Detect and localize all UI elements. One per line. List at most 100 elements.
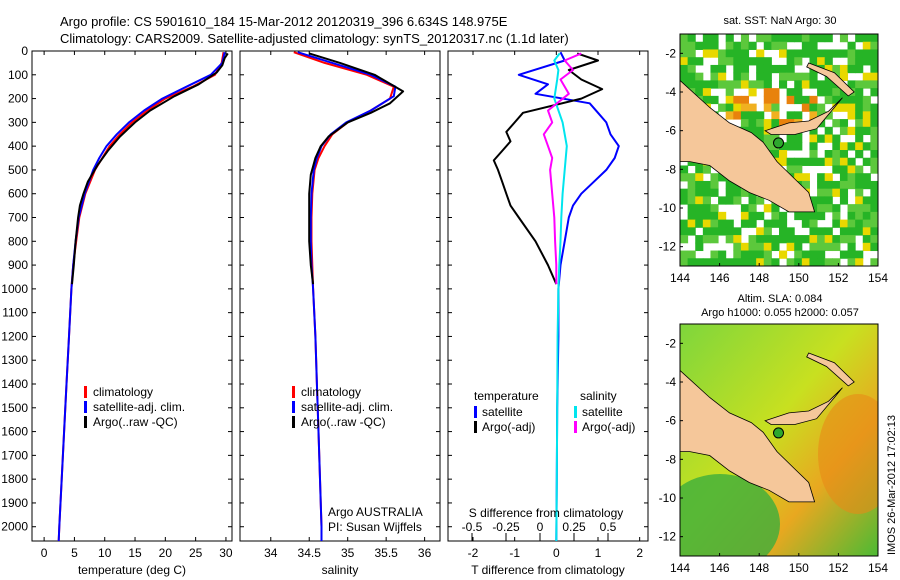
salinity-panel: 34 34.5 35 35.5 36 salinity climatologysatelli… bbox=[239, 50, 441, 577]
x-tick-label: 1 bbox=[595, 546, 602, 560]
credit-text: Argo AUSTRALIA bbox=[328, 505, 423, 519]
top-x-tick-label: 0 bbox=[537, 520, 544, 534]
legend-label: Argo(..raw -QC) bbox=[301, 415, 386, 429]
series-line-temperature-argo-adj- bbox=[492, 52, 604, 285]
plot-frame bbox=[447, 50, 649, 542]
depth-tick-label: 1400 bbox=[1, 377, 28, 391]
legend-group-header: salinity bbox=[580, 389, 617, 403]
map-y-tick-label: -8 bbox=[665, 162, 676, 176]
depth-tick-label: 300 bbox=[8, 115, 28, 129]
map-title: Argo h1000: 0.055 h2000: 0.057 bbox=[701, 307, 859, 319]
depth-tick-label: 2000 bbox=[1, 520, 28, 534]
x-axis-label: temperature (deg C) bbox=[78, 563, 186, 577]
map-x-tick-label: 154 bbox=[868, 561, 888, 575]
x-tick-label: 30 bbox=[219, 546, 233, 560]
timestamp-watermark: IMOS 26-Mar-2012 17:02:13 bbox=[886, 415, 898, 555]
map-x-tick-label: 146 bbox=[710, 561, 730, 575]
depth-tick-label: 700 bbox=[8, 211, 28, 225]
depth-tick-label: 600 bbox=[8, 187, 28, 201]
top-x-tick-label: -0.5 bbox=[462, 520, 483, 534]
map-x-tick-label: 152 bbox=[828, 561, 848, 575]
map-x-tick-label: 144 bbox=[670, 561, 690, 575]
depth-tick-label: 400 bbox=[8, 139, 28, 153]
x-tick-label: 0 bbox=[41, 546, 48, 560]
map-frame bbox=[679, 323, 879, 557]
legend-label: satellite bbox=[582, 405, 623, 419]
series-line-salinity-argo-adj- bbox=[542, 52, 582, 285]
map-y-tick-label: -12 bbox=[659, 240, 677, 254]
argo-float-marker bbox=[773, 427, 785, 439]
legend-swatch bbox=[84, 386, 87, 398]
series-line-satellite-adj-clim- bbox=[297, 51, 397, 541]
x-tick-label: 10 bbox=[98, 546, 112, 560]
x-tick-label: 20 bbox=[159, 546, 173, 560]
x-tick-label: 25 bbox=[189, 546, 203, 560]
legend-label: satellite-adj. clim. bbox=[301, 400, 393, 414]
x-axis-label: salinity bbox=[322, 563, 359, 577]
x-tick-label: 34 bbox=[264, 546, 278, 560]
plot-frame bbox=[31, 50, 233, 542]
map-y-tick-label: -4 bbox=[665, 85, 676, 99]
map-x-tick-label: 150 bbox=[789, 561, 809, 575]
top-x-tick-label: -0.25 bbox=[492, 520, 520, 534]
figure-title-line2: Climatology: CARS2009. Satellite-adjuste… bbox=[60, 31, 569, 46]
legend-swatch bbox=[292, 401, 295, 413]
legend-swatch bbox=[292, 416, 295, 428]
temperature-panel: 0100200300400500600700800900100011001200… bbox=[1, 44, 233, 577]
depth-tick-label: 1200 bbox=[1, 329, 28, 343]
depth-tick-label: 1000 bbox=[1, 282, 28, 296]
map-title: sat. SST: NaN Argo: 30 bbox=[723, 15, 836, 27]
x-tick-label: 15 bbox=[128, 546, 142, 560]
x-tick-label: 0 bbox=[553, 546, 560, 560]
plot-frame bbox=[239, 50, 441, 542]
map-y-tick-label: -12 bbox=[659, 530, 677, 544]
sst-map-panel: 144 146 148 150 152 154 -2 -4 -6 -8 -10 -12 sat. SST… bbox=[659, 15, 889, 285]
depth-tick-label: 200 bbox=[8, 92, 28, 106]
legend-label: climatology bbox=[301, 385, 361, 399]
map-y-tick-label: -6 bbox=[665, 414, 676, 428]
legend-swatch bbox=[84, 401, 87, 413]
argo-float-marker bbox=[773, 137, 785, 149]
map-field bbox=[680, 324, 878, 556]
legend-label: satellite-adj. clim. bbox=[93, 400, 185, 414]
difference-panel: -2 -1 0 1 2 T difference from climatology temp… bbox=[447, 50, 649, 577]
x-tick-label: 36 bbox=[418, 546, 432, 560]
credit-text: PI: Susan Wijffels bbox=[328, 520, 422, 534]
legend-swatch bbox=[474, 406, 477, 418]
map-y-tick-label: -10 bbox=[659, 201, 677, 215]
map-x-tick-label: 144 bbox=[670, 271, 690, 285]
land-new-britain bbox=[764, 97, 843, 135]
legend-swatch bbox=[292, 386, 295, 398]
depth-tick-label: 1900 bbox=[1, 496, 28, 510]
map-x-tick-label: 152 bbox=[828, 271, 848, 285]
legend-label: satellite bbox=[482, 405, 523, 419]
map-x-tick-label: 148 bbox=[749, 271, 769, 285]
legend-label: climatology bbox=[93, 385, 153, 399]
series-line-salinity-satellite bbox=[553, 52, 568, 542]
x-tick-label: 5 bbox=[71, 546, 78, 560]
legend-swatch bbox=[84, 416, 87, 428]
depth-tick-label: 1600 bbox=[1, 425, 28, 439]
map-y-tick-label: -10 bbox=[659, 491, 677, 505]
map-x-tick-label: 154 bbox=[868, 271, 888, 285]
land-new-ireland bbox=[806, 62, 855, 97]
legend-swatch bbox=[474, 421, 477, 433]
map-title: Altim. SLA: 0.084 bbox=[738, 293, 823, 305]
legend-label: Argo(-adj) bbox=[482, 420, 535, 434]
map-x-tick-label: 146 bbox=[710, 271, 730, 285]
legend-label: Argo(..raw -QC) bbox=[93, 415, 178, 429]
map-x-tick-label: 148 bbox=[749, 561, 769, 575]
depth-tick-label: 1500 bbox=[1, 401, 28, 415]
x-tick-label: 35.5 bbox=[374, 546, 398, 560]
depth-tick-label: 800 bbox=[8, 234, 28, 248]
legend-swatch bbox=[574, 406, 577, 418]
depth-tick-label: 1800 bbox=[1, 472, 28, 486]
map-y-tick-label: -4 bbox=[665, 375, 676, 389]
depth-tick-label: 500 bbox=[8, 163, 28, 177]
depth-tick-label: 100 bbox=[8, 68, 28, 82]
legend-swatch bbox=[574, 421, 577, 433]
series-line-satellite-adj-clim- bbox=[57, 51, 226, 542]
depth-tick-label: 1300 bbox=[1, 353, 28, 367]
land-new-guinea bbox=[680, 79, 816, 213]
